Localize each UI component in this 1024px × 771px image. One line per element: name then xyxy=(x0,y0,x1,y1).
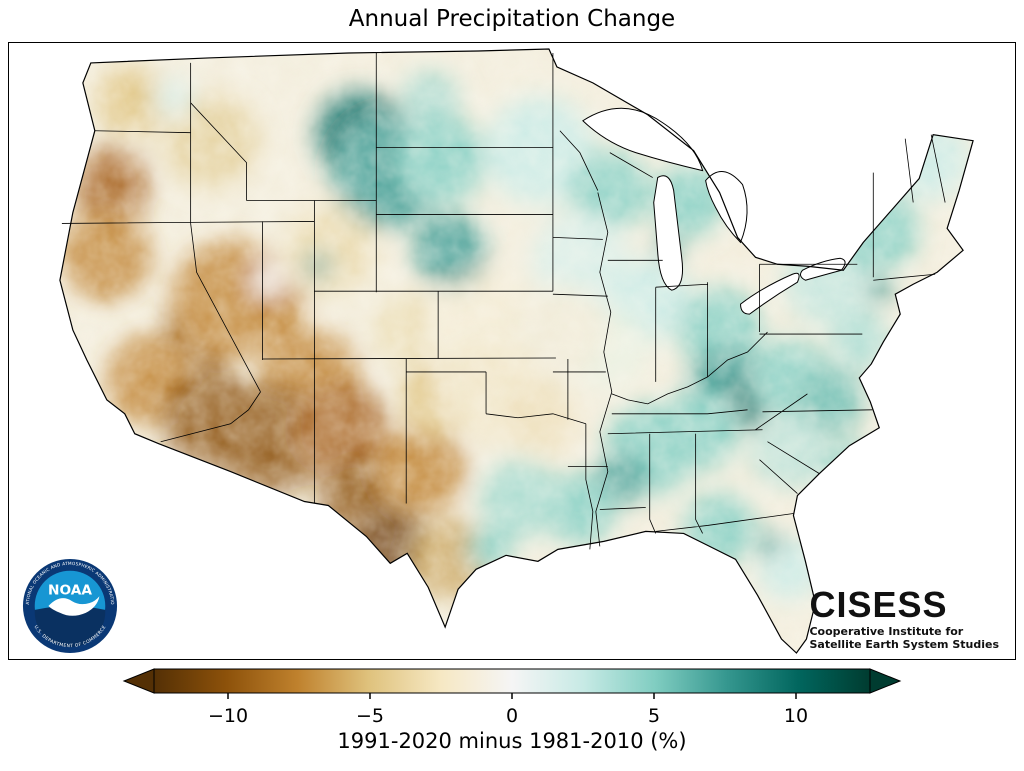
cisess-logo: CISESS Cooperative Institute for Satelli… xyxy=(809,583,999,651)
colorbar-ticks xyxy=(227,693,797,699)
tick-label-10: 10 xyxy=(783,705,809,727)
noaa-logo: NOAA NATIONAL OCEANIC AND ATMOSPHERIC AD… xyxy=(22,558,118,654)
us-outline xyxy=(59,48,974,654)
tick-label-5: 5 xyxy=(647,705,661,727)
map-frame: NOAA NATIONAL OCEANIC AND ATMOSPHERIC AD… xyxy=(8,42,1016,660)
colorbar-gradient xyxy=(122,668,902,699)
cisess-subtitle-line1: Cooperative Institute for xyxy=(809,624,964,638)
colorbar: −10 −5 0 5 10 xyxy=(122,668,902,729)
cisess-acronym: CISESS xyxy=(809,583,948,625)
colorbar-left-arrow xyxy=(122,668,155,694)
state-borders xyxy=(61,52,946,550)
cisess-subtitle-line2: Satellite Earth System Studies xyxy=(809,637,999,651)
great-lakes xyxy=(582,107,846,315)
tick-label-neg5: −5 xyxy=(355,705,385,727)
precipitation-field xyxy=(59,48,974,654)
noaa-acronym: NOAA xyxy=(48,582,92,598)
lake-huron-shape xyxy=(705,171,748,244)
lake-superior-shape xyxy=(582,107,704,172)
colorbar-axis-label: 1991-2020 minus 1981-2010 (%) xyxy=(337,729,687,753)
lake-michigan-shape xyxy=(653,175,684,291)
colorbar-right-arrow xyxy=(869,668,902,694)
chart-title: Annual Precipitation Change xyxy=(348,6,676,32)
colorbar-tick-labels: −10 −5 0 5 10 xyxy=(122,705,902,729)
lake-erie-shape xyxy=(740,272,800,315)
noaa-gull-icon xyxy=(48,596,100,616)
noaa-sea xyxy=(34,606,106,648)
tick-label-neg10: −10 xyxy=(207,705,249,727)
us-precipitation-map xyxy=(59,48,974,654)
tick-label-0: 0 xyxy=(505,705,519,727)
